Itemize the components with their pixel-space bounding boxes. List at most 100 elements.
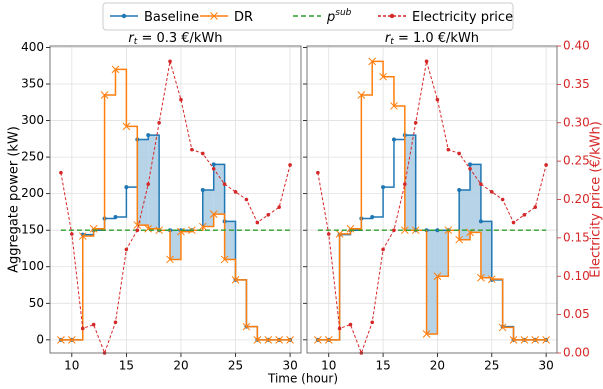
point xyxy=(277,205,281,209)
point xyxy=(190,147,194,152)
x-tick-label: 20 xyxy=(430,359,445,373)
point xyxy=(266,213,271,217)
point xyxy=(231,276,240,284)
x-tick-label: 25 xyxy=(484,359,499,373)
legend-marker xyxy=(121,13,127,19)
point xyxy=(177,227,185,236)
legend-label: Baseline xyxy=(144,10,199,25)
reduction-area xyxy=(224,221,236,260)
title-text: = 1.0 €/kWh xyxy=(394,31,479,46)
point xyxy=(275,335,284,344)
y-tick-label: 200 xyxy=(21,186,44,200)
point xyxy=(498,323,507,332)
point xyxy=(59,170,63,175)
point xyxy=(200,187,205,192)
point xyxy=(57,335,65,344)
point xyxy=(146,182,151,186)
point xyxy=(244,197,249,202)
panel-title: rt = 1.0 €/kWh xyxy=(385,31,479,47)
title-var: r xyxy=(385,31,392,46)
point xyxy=(326,232,331,236)
y2-tick-label: 0.15 xyxy=(563,230,590,244)
point xyxy=(122,122,131,131)
point xyxy=(100,91,109,99)
point xyxy=(316,170,320,175)
point xyxy=(255,220,260,225)
point xyxy=(531,335,540,344)
reduction-area xyxy=(404,135,416,231)
point xyxy=(435,97,440,102)
y2-tick-label: 0.30 xyxy=(563,115,590,129)
point xyxy=(468,162,473,167)
point xyxy=(133,221,142,229)
point xyxy=(381,247,385,252)
point xyxy=(80,326,85,331)
legend-name: DR xyxy=(234,10,253,25)
point xyxy=(500,197,505,202)
reduction-area xyxy=(459,189,471,240)
point xyxy=(379,72,387,81)
x-axis-label: Time (hour) xyxy=(267,372,338,386)
point xyxy=(370,320,375,325)
legend-box xyxy=(102,2,514,31)
point xyxy=(200,151,205,156)
point xyxy=(520,335,529,344)
legend-sup: sub xyxy=(335,8,351,18)
point xyxy=(370,215,375,220)
point xyxy=(368,57,377,66)
y-tick-label: 350 xyxy=(21,77,44,91)
point xyxy=(455,235,464,244)
y2-axis-label: Electricity price (€/kWh) xyxy=(589,121,603,278)
title-sub: t xyxy=(390,37,394,47)
point xyxy=(146,133,151,138)
point xyxy=(70,232,74,236)
point xyxy=(222,182,227,186)
point xyxy=(413,120,418,125)
plot-frame xyxy=(306,45,558,354)
title-text: = 0.3 €/kWh xyxy=(137,31,222,46)
point xyxy=(209,210,218,218)
point xyxy=(511,220,516,225)
point xyxy=(124,185,129,190)
point xyxy=(314,335,322,344)
point xyxy=(433,272,442,281)
point xyxy=(157,120,161,125)
point xyxy=(346,224,355,233)
panel-title: rt = 0.3 €/kWh xyxy=(128,31,222,47)
point xyxy=(324,335,333,344)
point xyxy=(113,215,118,220)
y2-tick-label: 0.35 xyxy=(563,77,590,91)
x-tick-label: 30 xyxy=(538,359,553,373)
reduction-area xyxy=(426,230,438,334)
point xyxy=(67,335,76,344)
reduction-area xyxy=(202,189,214,227)
point xyxy=(264,335,273,344)
point xyxy=(478,219,483,224)
legend-name: Electricity price xyxy=(412,10,513,25)
point xyxy=(166,255,174,264)
reduction-area xyxy=(137,139,149,226)
point xyxy=(111,65,120,74)
point xyxy=(253,335,262,344)
point xyxy=(544,163,548,167)
x-tick-label: 20 xyxy=(173,359,188,373)
reduction-area xyxy=(170,230,181,260)
point xyxy=(168,59,172,64)
point xyxy=(403,182,407,186)
point xyxy=(392,228,396,232)
plot-frame xyxy=(49,45,302,354)
legend-name: Baseline xyxy=(144,10,199,25)
point xyxy=(542,335,550,344)
reduction-area xyxy=(148,135,160,229)
y-tick-label: 0 xyxy=(36,332,44,346)
point xyxy=(179,97,183,102)
y2-tick-label: 0.05 xyxy=(563,307,590,321)
y2-tick-label: 0.20 xyxy=(563,192,590,206)
point xyxy=(381,185,386,190)
point xyxy=(348,322,353,327)
legend-marker xyxy=(389,13,395,19)
legend-label: DR xyxy=(234,10,253,25)
point xyxy=(422,330,431,338)
x-tick-label: 25 xyxy=(228,359,243,373)
y2-tick-label: 0.00 xyxy=(563,346,590,360)
